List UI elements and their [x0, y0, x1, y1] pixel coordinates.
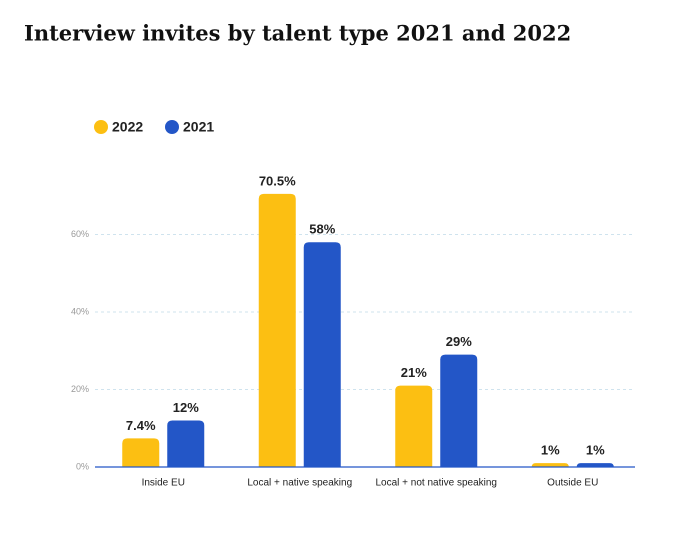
bar — [303, 242, 341, 467]
legend-label: 2021 — [183, 119, 214, 135]
x-tick-label: Outside EU — [547, 478, 598, 489]
value-label: 70.5% — [259, 173, 296, 188]
bar — [440, 354, 478, 467]
x-tick-label: Local + native speaking — [247, 478, 352, 489]
x-tick-label: Inside EU — [142, 478, 185, 489]
bar — [258, 193, 296, 467]
chart-title: Interview invites by talent type 2021 an… — [24, 21, 571, 46]
y-tick-label: 60% — [71, 229, 89, 239]
value-label: 7.4% — [126, 418, 156, 433]
value-label: 21% — [401, 365, 427, 380]
bar — [531, 463, 569, 467]
legend-swatch — [165, 120, 179, 134]
bar — [167, 420, 205, 467]
bar — [122, 438, 160, 467]
y-tick-label: 20% — [71, 384, 89, 394]
bar — [395, 385, 433, 467]
x-tick-label: Local + not native speaking — [376, 478, 497, 489]
legend-label: 2022 — [112, 119, 143, 135]
value-label: 58% — [309, 222, 335, 237]
value-label: 12% — [173, 400, 199, 415]
value-label: 29% — [446, 334, 472, 349]
legend-swatch — [94, 120, 108, 134]
y-tick-label: 0% — [76, 461, 89, 471]
value-label: 1% — [586, 443, 605, 458]
y-tick-label: 40% — [71, 306, 89, 316]
value-label: 1% — [541, 443, 560, 458]
bar — [576, 463, 614, 467]
